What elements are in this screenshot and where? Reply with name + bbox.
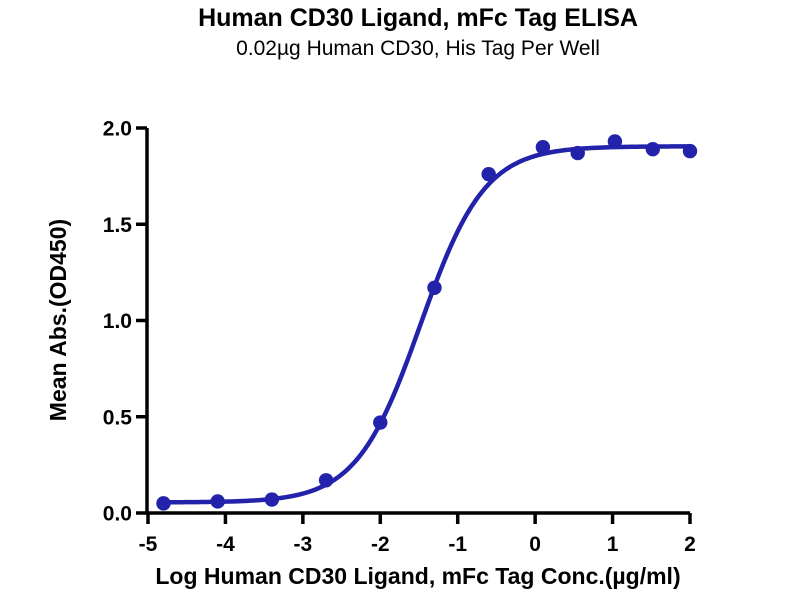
data-point <box>318 473 334 488</box>
y-tick-label: 1.0 <box>103 310 132 333</box>
x-tick-label: -5 <box>139 533 158 556</box>
x-axis-label: Log Human CD30 Ligand, mFc Tag Conc.(µg/… <box>155 563 680 589</box>
y-tick-label: 0.5 <box>103 406 133 429</box>
x-tick-label: -1 <box>448 533 467 556</box>
data-point <box>373 415 388 430</box>
x-tick-label: 1 <box>607 533 619 556</box>
x-tick-label: 0 <box>529 533 541 556</box>
x-tick-label: -4 <box>216 533 235 556</box>
x-tick-label: -2 <box>371 533 390 556</box>
y-tick-label: 2.0 <box>103 118 132 141</box>
axis-spine <box>145 128 690 515</box>
data-point <box>210 494 225 509</box>
data-point <box>682 143 698 159</box>
y-axis-label: Mean Abs.(OD450) <box>45 219 71 421</box>
x-tick-label: -3 <box>294 533 313 556</box>
data-point <box>156 496 171 511</box>
data-point <box>645 141 661 157</box>
fit-curve <box>161 144 693 505</box>
chart-title: Human CD30 Ligand, mFc Tag ELISA <box>198 4 638 32</box>
data-point <box>570 145 585 161</box>
x-tick-label: 2 <box>684 533 696 556</box>
data-point <box>481 167 496 182</box>
data-point <box>535 140 551 155</box>
data-point <box>264 492 280 507</box>
y-tick-label: 0.0 <box>103 503 132 526</box>
data-point <box>427 280 442 295</box>
chart-subtitle: 0.02µg Human CD30, His Tag Per Well <box>236 37 600 60</box>
plot-layer: -5 -4 -3 -2 -1 0 1 2 0.0 0.5 1.0 1.5 2.0 <box>103 118 698 556</box>
data-point <box>607 134 623 149</box>
y-tick-label: 1.5 <box>103 214 133 237</box>
